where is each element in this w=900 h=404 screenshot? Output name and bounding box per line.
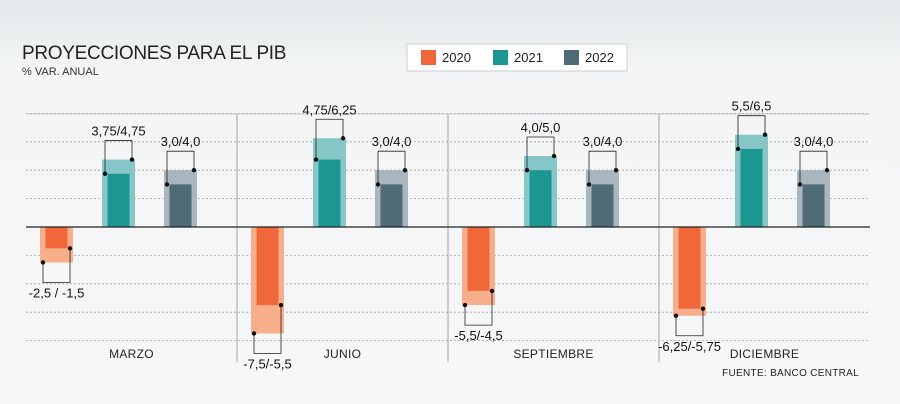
bar-2022-lower-diciembre	[802, 184, 825, 227]
bar-2022-lower-septiembre	[591, 184, 614, 227]
category-label-diciembre: DICIEMBRE	[730, 347, 799, 361]
range-label-2021-junio: 4,75/6,25	[302, 102, 356, 117]
bracket-2021-junio	[315, 118, 344, 160]
marker-low	[673, 313, 679, 318]
marker-high	[613, 168, 619, 173]
marker-high	[489, 288, 495, 294]
bracket-2022-junio	[377, 150, 406, 185]
marker-high	[824, 168, 830, 173]
bracket-2021-septiembre	[526, 136, 555, 171]
bracket-2020-diciembre	[675, 308, 704, 337]
bracket-2020-marzo	[42, 248, 71, 283]
marker-low	[375, 182, 381, 187]
bracket-2022-septiembre	[588, 150, 617, 185]
marker-high	[402, 168, 408, 173]
bracket-2020-septiembre	[464, 290, 493, 326]
marker-high	[278, 302, 284, 308]
legend: 2020 2021 2022	[406, 43, 628, 72]
bar-2020-lower-diciembre	[678, 227, 701, 309]
legend-box	[406, 43, 628, 72]
marker-high	[67, 246, 73, 251]
range-label-2022-diciembre: 3,0/4,0	[794, 134, 834, 149]
marker-high	[762, 132, 768, 137]
range-label-2022-septiembre: 3,0/4,0	[583, 134, 623, 149]
range-label-2021-diciembre: 5,5/6,5	[732, 99, 772, 114]
marker-high	[700, 306, 706, 311]
marker-low	[164, 182, 170, 187]
bar-2022-lower-marzo	[169, 184, 192, 227]
marker-high	[340, 136, 346, 141]
marker-low	[102, 171, 108, 176]
range-label-2020-marzo: -2,5 / -1,5	[29, 286, 85, 301]
bracket-2021-diciembre	[737, 115, 766, 149]
bar-2022-lower-junio	[380, 184, 403, 227]
marker-low	[462, 302, 468, 308]
bracket-2020-junio	[253, 305, 282, 354]
marker-low	[797, 182, 803, 187]
marker-high	[551, 153, 557, 159]
chart-title: PROYECCIONES PARA EL PIB	[22, 43, 286, 64]
category-label-junio: JUNIO	[324, 347, 362, 361]
range-label-2022-marzo: 3,0/4,0	[161, 134, 201, 149]
bracket-2022-marzo	[166, 150, 195, 185]
bar-2021-lower-junio	[318, 159, 341, 227]
source-note: FUENTE: BANCO CENTRAL	[722, 368, 859, 379]
plot-area: MARZO -2,5 / -1,5 3,75/4,75 3,0/4,0 JUNIO -7,…	[26, 99, 870, 372]
range-label-2022-junio: 3,0/4,0	[372, 134, 412, 149]
legend-swatch-2022	[564, 50, 579, 65]
bracket-2022-diciembre	[799, 150, 828, 185]
range-label-2020-septiembre: -5,5/-4,5	[454, 328, 502, 343]
legend-label-2022: 2022	[585, 50, 614, 65]
marker-low	[313, 157, 319, 162]
legend-swatch-2021	[493, 50, 508, 65]
marker-low	[40, 260, 46, 265]
range-label-2020-diciembre: -6,25/-5,75	[658, 339, 721, 354]
marker-low	[735, 146, 741, 152]
range-label-2021-marzo: 3,75/4,75	[91, 124, 145, 139]
category-label-septiembre: SEPTIEMBRE	[513, 347, 593, 361]
range-label-2021-septiembre: 4,0/5,0	[521, 120, 561, 135]
legend-label-2021: 2021	[514, 50, 543, 65]
marker-high	[191, 168, 197, 173]
range-label-2020-junio: -7,5/-5,5	[243, 357, 291, 372]
marker-low	[586, 182, 592, 187]
legend-label-2020: 2020	[442, 50, 471, 65]
legend-swatch-2020	[421, 50, 436, 65]
bar-2020-lower-marzo	[45, 227, 68, 249]
bar-2021-lower-diciembre	[740, 148, 763, 227]
category-label-marzo: MARZO	[109, 347, 154, 361]
bar-2021-lower-septiembre	[529, 170, 552, 227]
chart-subtitle: % VAR. ANUAL	[22, 66, 99, 78]
bar-2020-lower-septiembre	[467, 227, 490, 291]
bar-2021-lower-marzo	[107, 173, 130, 227]
marker-high	[129, 157, 135, 162]
marker-low	[251, 331, 257, 336]
marker-low	[524, 168, 530, 173]
bar-2020-lower-junio	[256, 227, 279, 306]
bracket-2021-marzo	[104, 140, 133, 174]
